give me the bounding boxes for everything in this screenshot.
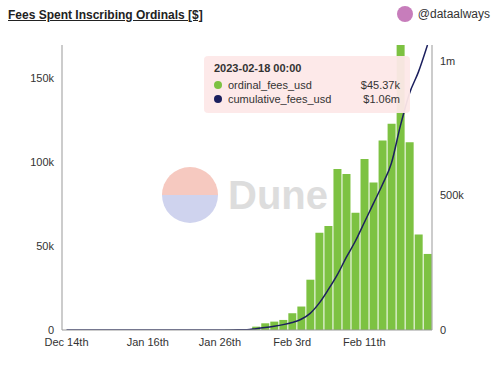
svg-text:1m: 1m bbox=[440, 55, 455, 67]
svg-text:100k: 100k bbox=[30, 156, 54, 168]
html-text:cumulative_fees_usd: cumulative_fees_usd bbox=[228, 93, 332, 105]
html-text:ordinal_fees_usd: ordinal_fees_usd bbox=[228, 79, 312, 91]
svg-text:Dec 14th: Dec 14th bbox=[44, 336, 88, 348]
html-text:$45.37k: $45.37k bbox=[360, 79, 400, 91]
html-text:Dune: Dune bbox=[228, 172, 328, 217]
svg-text:Feb 11th: Feb 11th bbox=[343, 336, 386, 348]
svg-text:Feb 3rd: Feb 3rd bbox=[273, 336, 311, 348]
svg-text:Jan 16th: Jan 16th bbox=[127, 336, 169, 348]
svg-text:500k: 500k bbox=[440, 189, 464, 201]
html-text:2023-02-18 00:00: 2023-02-18 00:00 bbox=[214, 62, 302, 74]
html-text:@dataalways: @dataalways bbox=[417, 7, 490, 21]
svg-text:Jan 26th: Jan 26th bbox=[199, 336, 241, 348]
svg-text:0: 0 bbox=[48, 324, 54, 336]
html-text:Fees Spent Inscribing Ordinals: Fees Spent Inscribing Ordinals [$] bbox=[8, 8, 203, 22]
svg-text:0: 0 bbox=[440, 324, 446, 336]
svg-text:50k: 50k bbox=[36, 240, 54, 252]
svg-text:150k: 150k bbox=[30, 72, 54, 84]
html-text:$1.06m: $1.06m bbox=[363, 93, 400, 105]
